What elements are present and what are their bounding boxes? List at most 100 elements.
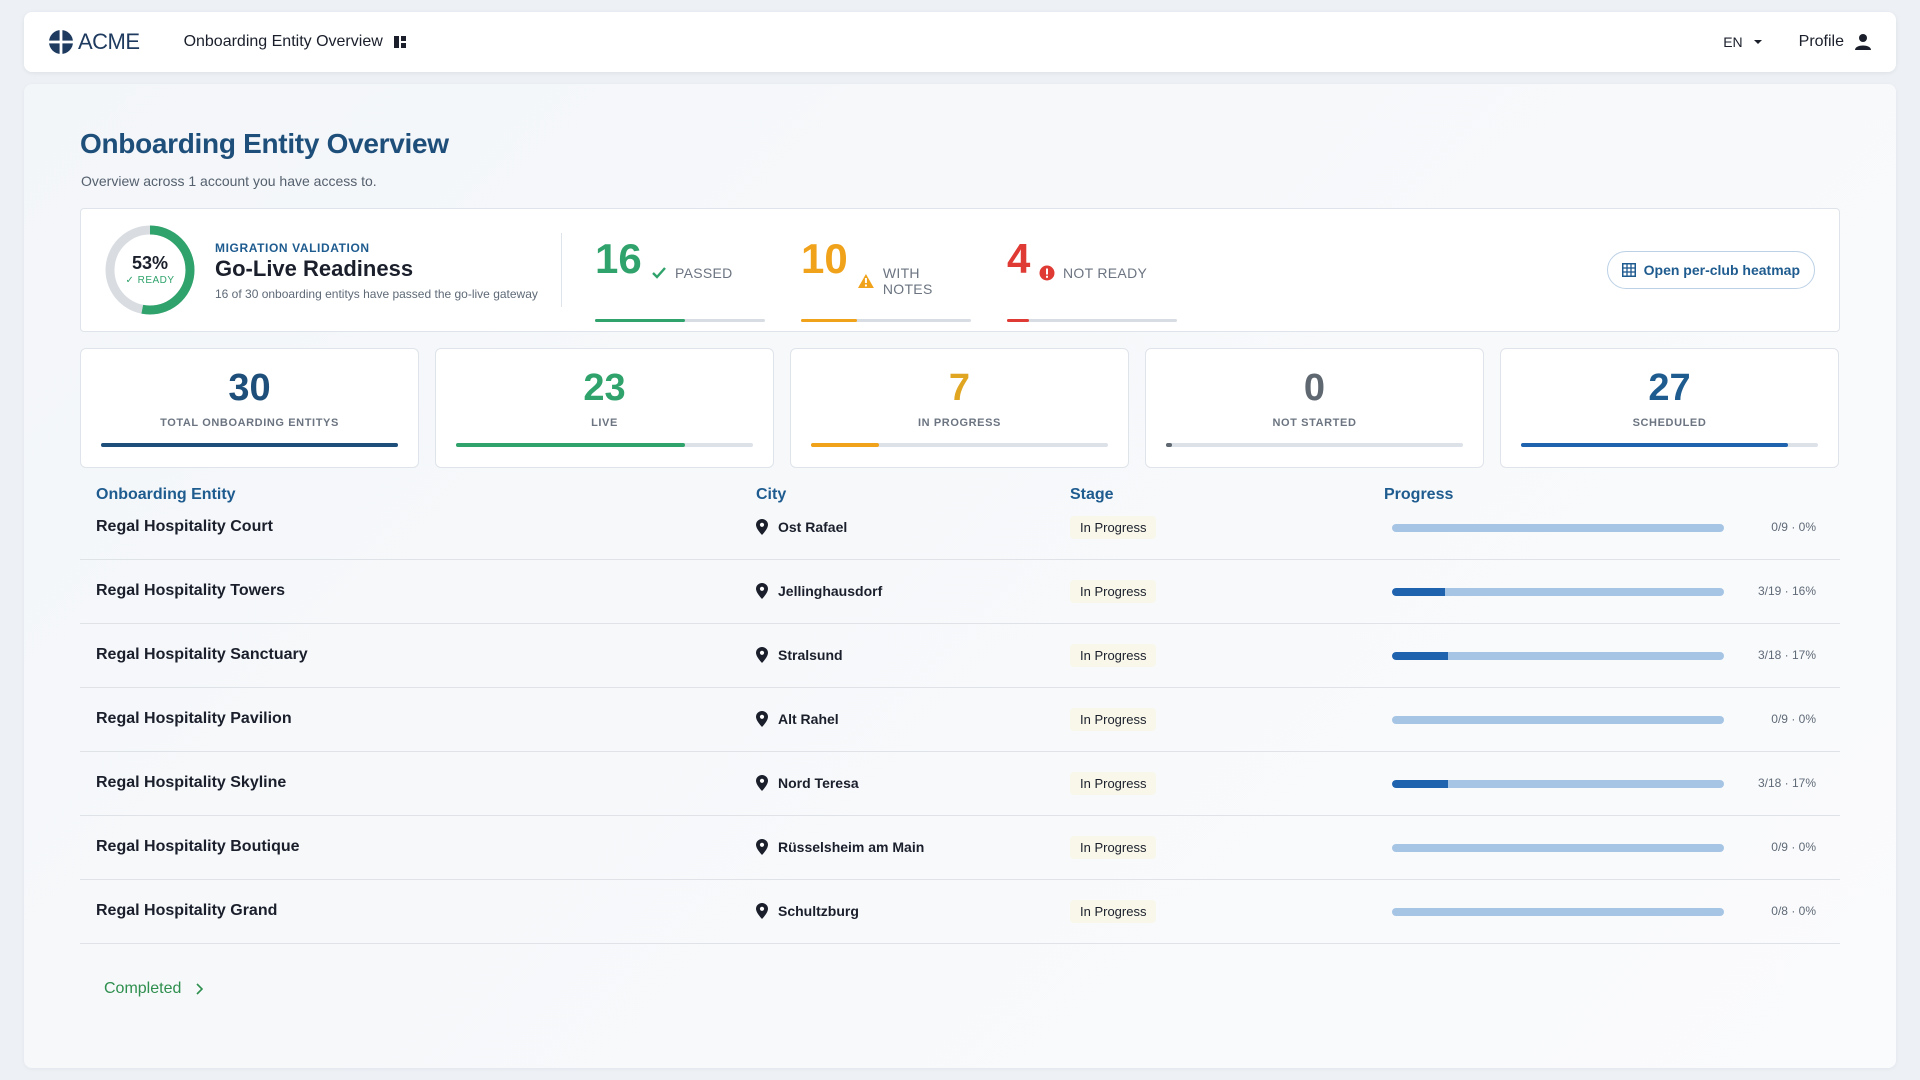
entity-name[interactable]: Regal Hospitality Skyline xyxy=(96,774,287,791)
entity-city: Ost Rafael xyxy=(756,519,847,535)
metric-with-notes: 10 WITH NOTES xyxy=(801,235,973,322)
entity-name[interactable]: Regal Hospitality Pavilion xyxy=(96,710,292,727)
stat-live-label: LIVE xyxy=(591,417,618,429)
table-row[interactable]: Regal Hospitality Skyline Nord Teresa In P… xyxy=(80,752,1840,816)
stat-in-progress-label: IN PROGRESS xyxy=(917,417,1001,429)
entity-city: Nord Teresa xyxy=(756,775,859,791)
stage-badge: In Progress xyxy=(1070,516,1157,539)
readiness-ready-label: ✓ READY xyxy=(125,275,175,286)
progress-track xyxy=(1392,844,1724,852)
metric-not-ready-value: 4 xyxy=(1007,235,1031,282)
table-body: Regal Hospitality Court Ost Rafael In Prog… xyxy=(80,508,1840,944)
dashboard-icon[interactable] xyxy=(393,35,407,49)
stat-not-started-track xyxy=(1166,443,1463,447)
location-pin-icon xyxy=(756,647,768,663)
progress-track xyxy=(1392,908,1724,916)
completed-toggle[interactable]: Completed xyxy=(104,980,204,998)
metric-not-ready-fill xyxy=(1007,319,1030,322)
metric-passed: 16 PASSED xyxy=(595,235,767,322)
open-heatmap-button[interactable]: Open per-club heatmap xyxy=(1606,251,1815,289)
metric-passed-track xyxy=(595,319,765,322)
metric-not-ready-label-group: NOT READY xyxy=(1039,265,1147,281)
location-pin-icon xyxy=(756,903,768,919)
column-header-progress[interactable]: Progress xyxy=(1384,486,1454,503)
entity-name[interactable]: Regal Hospitality Court xyxy=(96,518,273,535)
table-row[interactable]: Regal Hospitality Grand Schultzburg In Pro… xyxy=(80,880,1840,944)
table-row[interactable]: Regal Hospitality Sanctuary Stralsund In P… xyxy=(80,624,1840,688)
user-icon xyxy=(1855,34,1871,50)
stat-card-not-started: 0 NOT STARTED xyxy=(1145,348,1484,468)
table-row[interactable]: Regal Hospitality Boutique Rüsselsheim am… xyxy=(80,816,1840,880)
entity-name[interactable]: Regal Hospitality Towers xyxy=(96,582,286,599)
progress-track xyxy=(1392,780,1724,788)
entity-name[interactable]: Regal Hospitality Boutique xyxy=(96,838,300,855)
entity-city: Rüsselsheim am Main xyxy=(756,839,924,855)
chevron-right-icon xyxy=(196,983,204,995)
city-name: Nord Teresa xyxy=(778,775,859,791)
completed-label: Completed xyxy=(104,980,182,997)
stage-badge: In Progress xyxy=(1070,708,1157,731)
entity-city: Schultzburg xyxy=(756,903,859,919)
app-title: Onboarding Entity Overview xyxy=(184,33,407,51)
city-name: Schultzburg xyxy=(778,903,859,919)
progress-text: 3/18 · 17% xyxy=(1757,776,1816,790)
stat-scheduled-track xyxy=(1521,443,1818,447)
table-row[interactable]: Regal Hospitality Towers Jellinghausdorf I… xyxy=(80,560,1840,624)
language-value: EN xyxy=(1723,34,1743,50)
entity-name[interactable]: Regal Hospitality Sanctuary xyxy=(96,646,308,663)
entity-name[interactable]: Regal Hospitality Grand xyxy=(96,902,278,919)
metric-notes-value: 10 xyxy=(801,235,848,282)
location-pin-icon xyxy=(756,711,768,727)
stat-in-progress-value: 7 xyxy=(948,367,971,409)
page-title: Onboarding Entity Overview xyxy=(80,128,449,159)
location-pin-icon xyxy=(756,839,768,855)
warning-icon xyxy=(857,274,874,288)
progress-fill xyxy=(1392,588,1446,596)
progress-fill xyxy=(1392,780,1449,788)
metric-notes-label: WITH NOTES xyxy=(882,265,933,297)
stat-card-scheduled: 27 SCHEDULED xyxy=(1500,348,1839,468)
table-row[interactable]: Regal Hospitality Pavilion Alt Rahel In Pr… xyxy=(80,688,1840,752)
check-icon xyxy=(652,267,666,279)
readiness-kicker: MIGRATION VALIDATION xyxy=(215,241,370,255)
language-selector[interactable]: EN xyxy=(1723,34,1762,50)
progress-text: 0/9 · 0% xyxy=(1771,712,1816,726)
column-header-city[interactable]: City xyxy=(756,486,787,503)
grid-icon xyxy=(1621,263,1636,277)
progress-track xyxy=(1392,716,1724,724)
city-name: Alt Rahel xyxy=(778,711,839,727)
metric-passed-label-group: PASSED xyxy=(651,265,733,281)
main-panel: Onboarding Entity Overview Overview acro… xyxy=(24,84,1896,1068)
stat-scheduled-label: SCHEDULED xyxy=(1632,417,1707,429)
metric-not-ready-track xyxy=(1007,319,1177,322)
entity-city: Alt Rahel xyxy=(756,711,839,727)
metric-not-ready-label: NOT READY xyxy=(1063,265,1148,281)
stat-live-fill xyxy=(456,443,685,447)
readiness-ring xyxy=(105,225,195,315)
brand-logo[interactable]: ACME xyxy=(48,29,140,55)
progress-track xyxy=(1392,652,1724,660)
entity-city: Stralsund xyxy=(756,647,843,663)
divider xyxy=(561,233,562,307)
profile-menu[interactable]: Profile xyxy=(1799,33,1872,51)
city-name: Jellinghausdorf xyxy=(778,583,883,599)
table-header: Onboarding Entity City Stage Progress xyxy=(80,476,1840,508)
city-name: Ost Rafael xyxy=(778,519,848,535)
progress-track xyxy=(1392,524,1724,532)
column-header-stage[interactable]: Stage xyxy=(1070,486,1114,503)
go-live-readiness-panel: 53% ✓ READY MIGRATION VALIDATION Go-Live… xyxy=(80,208,1840,332)
stat-in-progress-fill xyxy=(811,443,880,447)
location-pin-icon xyxy=(756,583,768,599)
table-row[interactable]: Regal Hospitality Court Ost Rafael In Prog… xyxy=(80,508,1840,560)
stat-live-track xyxy=(456,443,753,447)
brand-name: ACME xyxy=(78,29,140,54)
stat-not-started-label: NOT STARTED xyxy=(1272,417,1357,429)
ready-text: READY xyxy=(137,275,175,286)
page-subtitle: Overview across 1 account you have acces… xyxy=(81,173,377,189)
metric-passed-value: 16 xyxy=(595,235,642,282)
column-header-entity[interactable]: Onboarding Entity xyxy=(96,486,236,503)
stat-total-label: TOTAL ONBOARDING ENTITYS xyxy=(160,417,339,429)
city-name: Stralsund xyxy=(778,647,843,663)
stat-card-total: 30 TOTAL ONBOARDING ENTITYS xyxy=(80,348,419,468)
readiness-description: 16 of 30 onboarding entitys have passed … xyxy=(215,287,538,301)
